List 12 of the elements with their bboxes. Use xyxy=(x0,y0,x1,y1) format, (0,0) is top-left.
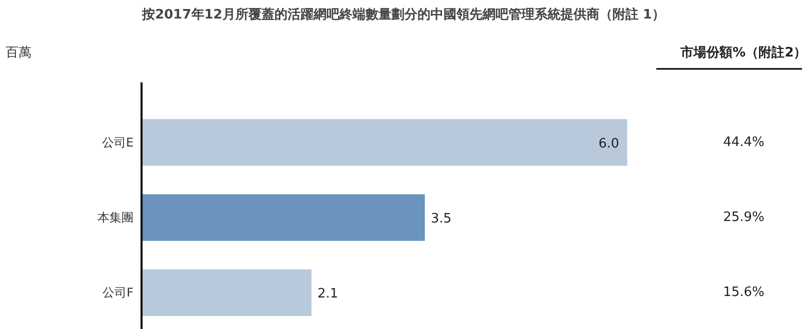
text: 百萬 xyxy=(6,46,32,61)
text: 25.9% xyxy=(723,210,764,226)
y-tick-label: 公司E xyxy=(102,135,134,150)
chart-title: 按2017年12月所覆蓋的活躍網吧終端數量劃分的中國領先網吧管理系統提供商（附註 1） xyxy=(141,6,665,22)
data-label: 2.1 xyxy=(318,286,338,302)
text: 15.6% xyxy=(723,285,764,300)
data-label: 6.0 xyxy=(598,136,620,152)
text: 44.4% xyxy=(723,134,764,150)
y-tick-label: 本集團 xyxy=(98,210,134,225)
text: 市場份額%（附註2） xyxy=(680,44,806,61)
data-label: 3.5 xyxy=(430,212,452,227)
y-tick-label: 公司F xyxy=(102,286,134,300)
